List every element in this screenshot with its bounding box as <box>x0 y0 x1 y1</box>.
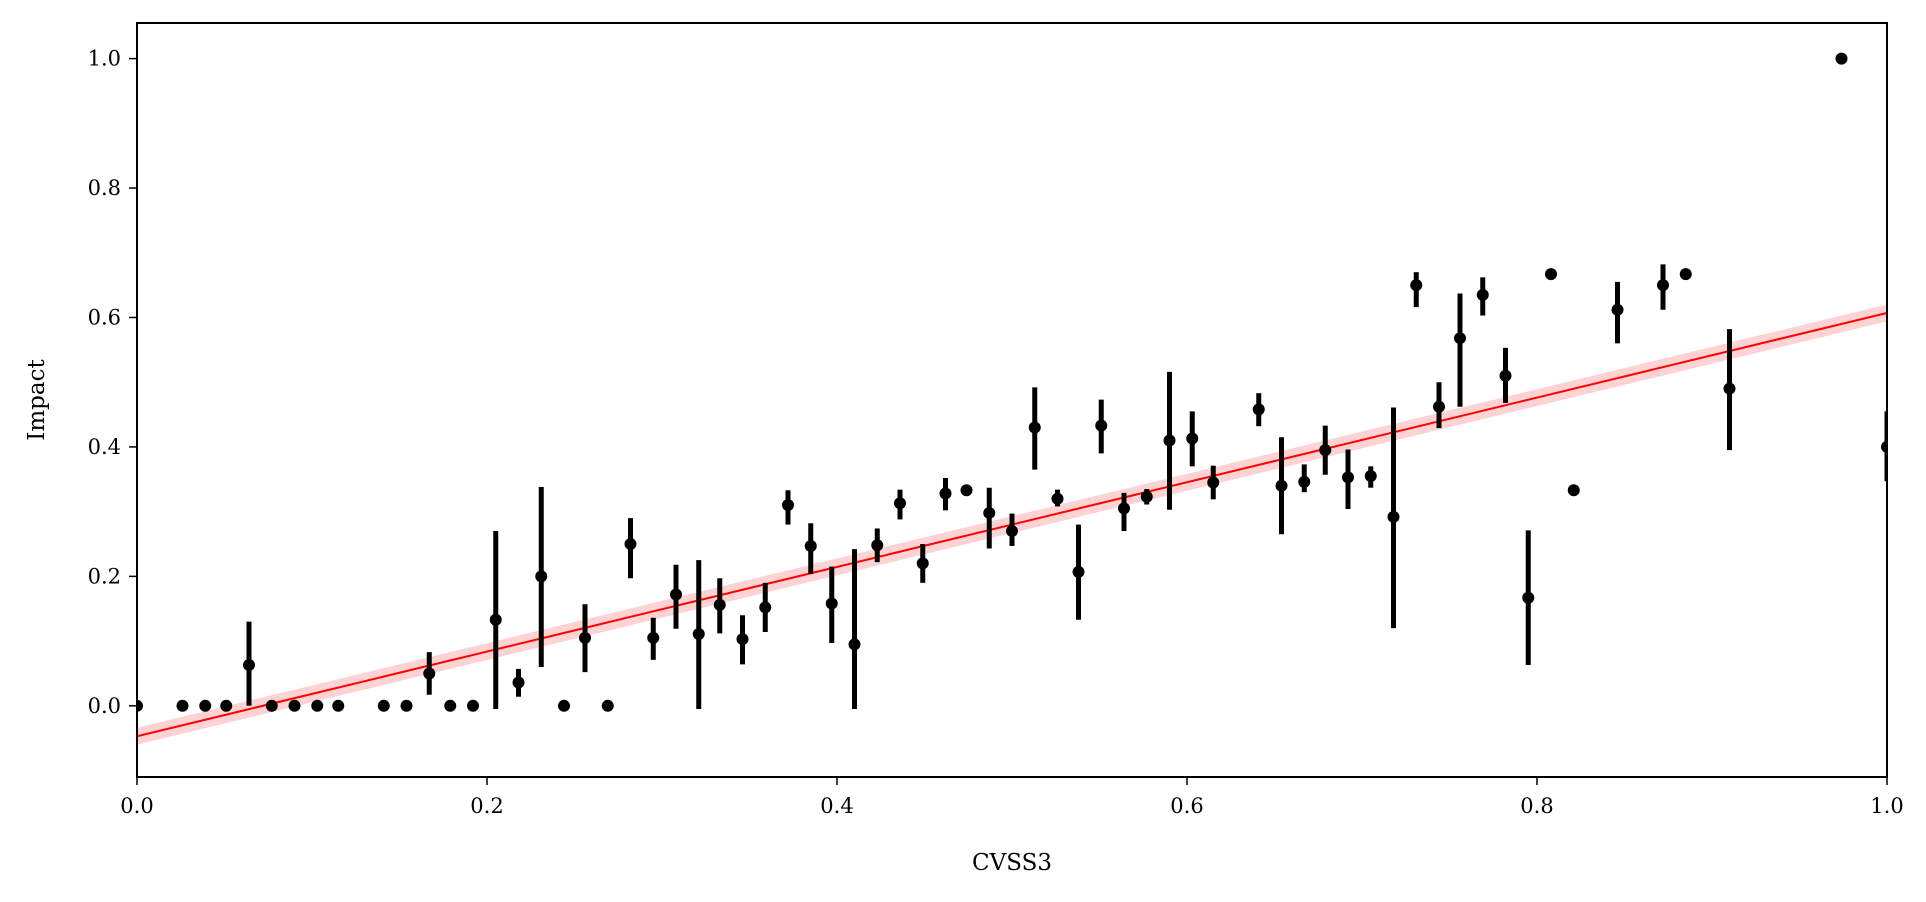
data-point <box>1454 332 1466 345</box>
x-axis-ticks: 0.0 0.2 0.4 0.6 0.8 1.0 <box>120 777 1904 818</box>
data-point <box>137 699 143 712</box>
data-point <box>558 699 570 712</box>
data-point <box>265 699 278 712</box>
data-point <box>1298 475 1311 488</box>
data-point <box>670 588 682 601</box>
data-point <box>1140 490 1153 503</box>
data-point <box>512 676 525 689</box>
data-point <box>332 699 345 712</box>
data-point <box>1567 484 1580 497</box>
data-point <box>1342 471 1354 484</box>
data-point <box>1723 382 1736 395</box>
data-point <box>804 539 817 552</box>
data-point <box>1051 492 1064 505</box>
data-point <box>647 631 660 644</box>
plot-frame <box>136 22 1888 778</box>
data-point <box>916 557 929 570</box>
data-point <box>1028 421 1041 434</box>
x-tick-label: 0.6 <box>1170 794 1203 818</box>
data-point <box>1095 419 1108 432</box>
data-point <box>1835 52 1848 65</box>
data-point <box>848 638 861 651</box>
y-tick-label: 0.8 <box>88 176 121 200</box>
data-point <box>825 597 838 610</box>
data-point <box>288 699 301 712</box>
data-point <box>1072 565 1085 578</box>
y-axis-label: Impact <box>24 359 50 441</box>
data-point <box>220 699 233 712</box>
data-point <box>939 487 952 500</box>
data-point <box>713 598 726 611</box>
data-point <box>1522 591 1535 604</box>
y-tick-label: 0.2 <box>88 564 121 588</box>
data-point <box>400 699 413 712</box>
data-point <box>1611 303 1624 316</box>
data-point <box>894 497 906 510</box>
y-tick-label: 1.0 <box>88 47 121 71</box>
data-point <box>1410 279 1423 292</box>
data-point <box>1252 403 1265 416</box>
data-point <box>243 659 255 672</box>
x-tick-label: 0.0 <box>120 794 153 818</box>
data-point <box>311 699 324 712</box>
data-point <box>960 484 973 497</box>
data-point <box>199 699 212 712</box>
data-point <box>1118 502 1130 515</box>
data-point <box>1679 268 1692 281</box>
y-tick-label: 0.0 <box>88 694 121 718</box>
data-point <box>1433 400 1445 413</box>
data-point <box>489 613 502 626</box>
data-point <box>692 627 705 640</box>
data-point <box>1364 470 1377 483</box>
data-point <box>535 570 548 583</box>
data-point <box>444 699 457 712</box>
y-axis-ticks: 0.0 0.2 0.4 0.6 0.8 1.0 <box>88 47 137 718</box>
data-points <box>137 52 1887 712</box>
data-point <box>1207 476 1220 489</box>
data-point <box>579 631 591 644</box>
data-point <box>176 699 189 712</box>
data-point <box>1881 440 1887 453</box>
data-point <box>983 506 996 519</box>
data-point <box>1006 525 1018 538</box>
data-point <box>377 699 390 712</box>
data-point <box>736 633 749 646</box>
x-tick-label: 0.2 <box>470 794 503 818</box>
data-point <box>782 499 794 512</box>
data-point <box>1275 479 1288 492</box>
data-point <box>1657 279 1669 292</box>
data-point <box>1186 432 1199 445</box>
data-point <box>467 699 479 712</box>
x-tick-label: 0.4 <box>820 794 853 818</box>
data-point <box>871 539 884 552</box>
x-tick-label: 0.8 <box>1520 794 1553 818</box>
data-point <box>624 538 637 551</box>
x-tick-label: 1.0 <box>1870 794 1903 818</box>
data-point <box>759 601 772 614</box>
y-tick-label: 0.4 <box>88 435 121 459</box>
data-point <box>423 667 436 680</box>
data-point <box>1476 288 1489 301</box>
x-axis-label: CVSS3 <box>972 850 1052 876</box>
data-point <box>1499 369 1512 382</box>
plot-area <box>137 52 1887 745</box>
y-tick-label: 0.6 <box>88 305 121 329</box>
data-point <box>1163 434 1176 447</box>
data-point <box>1545 268 1557 281</box>
data-point <box>1387 510 1400 523</box>
data-point <box>601 699 614 712</box>
data-point <box>1319 444 1332 457</box>
